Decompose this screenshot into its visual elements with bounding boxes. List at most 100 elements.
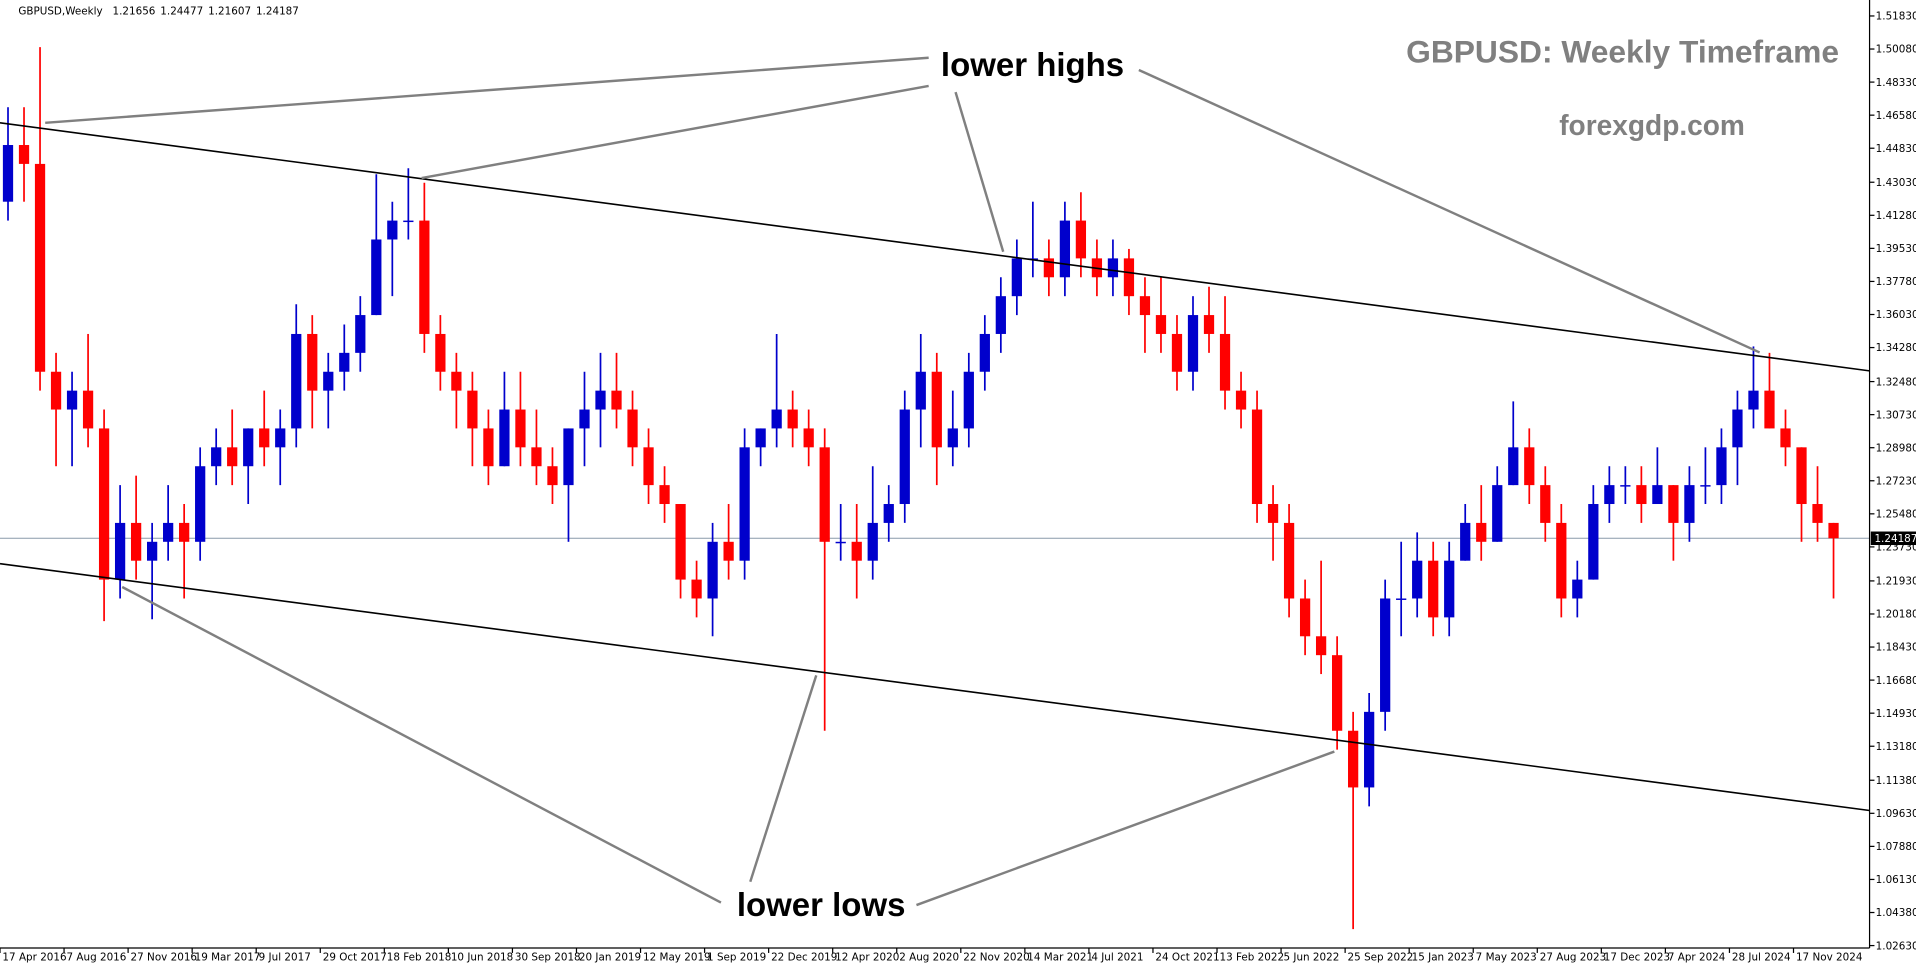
y-tick-label: 1.32480	[1876, 376, 1916, 388]
candle-body	[163, 522, 174, 542]
candle-body	[1668, 485, 1679, 523]
candle-body	[803, 428, 814, 448]
candle-body	[1444, 560, 1455, 618]
candle-body	[1636, 485, 1647, 505]
candle-body	[675, 504, 686, 580]
candle-body	[355, 315, 366, 353]
candle-body	[1508, 447, 1519, 486]
y-tick-label: 1.09630	[1876, 808, 1916, 820]
candle-body	[1604, 485, 1615, 505]
x-tick-label: 17 Dec 2023	[1604, 951, 1670, 963]
candle-body	[243, 428, 254, 467]
y-tick-label: 1.06130	[1876, 874, 1916, 886]
candle-body	[1315, 636, 1327, 656]
candle-body	[1011, 258, 1022, 297]
candle-body	[899, 409, 910, 505]
ohlc-value: 1.21656	[112, 6, 155, 18]
candle-body	[147, 541, 158, 561]
candle-body	[547, 466, 558, 486]
candle-body	[227, 447, 238, 467]
ohlc-value: 1.24477	[160, 6, 203, 18]
y-tick-label: 1.02630	[1876, 940, 1916, 952]
candle-body	[739, 447, 750, 561]
candle-body	[563, 428, 574, 486]
candle-body	[915, 371, 926, 410]
candle-body	[1828, 522, 1839, 539]
annotation-arrow	[954, 91, 1005, 253]
symbol-info: GBPUSD,Weekly 1.21656 1.24477 1.21607 1.2418…	[18, 6, 299, 18]
candle-body	[931, 371, 942, 448]
candle-body	[963, 371, 974, 429]
candle-body	[1251, 409, 1263, 505]
candle-body	[771, 409, 782, 429]
current-price-box	[1870, 531, 1916, 546]
candle-body	[1524, 447, 1535, 486]
y-tick-label: 1.41280	[1876, 210, 1916, 222]
candle-body	[211, 447, 222, 467]
y-tick-label: 1.44830	[1876, 143, 1916, 155]
candle-body	[691, 579, 702, 599]
candle-body	[291, 333, 302, 429]
candle-body	[1380, 598, 1391, 712]
annotation-arrow	[421, 84, 929, 180]
candle-body	[1540, 485, 1551, 523]
x-tick-label: 19 Mar 2017	[195, 951, 261, 963]
x-tick-label: 1 Sep 2019	[707, 951, 766, 963]
candle-body	[1428, 560, 1439, 618]
y-tick-label: 1.28980	[1876, 442, 1916, 454]
candle-body	[307, 333, 318, 391]
candle-body	[579, 409, 590, 429]
candle-body	[819, 447, 830, 542]
y-tick-label: 1.25480	[1876, 508, 1916, 520]
candle-body	[1075, 220, 1087, 259]
candle-body	[339, 352, 350, 372]
candle-body	[1460, 522, 1471, 561]
candle-body	[403, 220, 414, 223]
candle-body	[82, 390, 94, 429]
y-tick-label: 1.16680	[1876, 675, 1916, 687]
candle-body	[179, 522, 190, 542]
candle-body	[1588, 504, 1599, 580]
candle-body	[595, 390, 606, 410]
y-tick-label: 1.43030	[1876, 177, 1916, 189]
candle-body	[1043, 258, 1055, 278]
candle-body	[979, 333, 990, 372]
y-tick-label: 1.04380	[1876, 907, 1916, 919]
candle-body	[18, 145, 30, 164]
candle-body	[371, 239, 382, 316]
candle-body	[50, 371, 62, 410]
x-tick-label: 22 Dec 2019	[771, 951, 837, 963]
ohlc-value: 1.21607	[208, 6, 251, 18]
candle-body	[387, 220, 398, 240]
candle-body	[275, 428, 286, 448]
candle-body	[2, 145, 14, 202]
candle-body	[1700, 485, 1711, 487]
plot-area	[0, 47, 1870, 930]
x-tick-label: 25 Sep 2022	[1348, 951, 1414, 963]
y-tick-label: 1.14930	[1876, 708, 1916, 720]
candle-body	[323, 371, 334, 391]
y-tick-label: 1.11380	[1876, 775, 1916, 787]
candle-body	[195, 466, 206, 542]
x-tick-label: 22 Nov 2020	[963, 951, 1029, 963]
candle-body	[1155, 315, 1167, 334]
candle-body	[755, 428, 766, 448]
x-tick-label: 17 Apr 2016	[2, 951, 66, 963]
x-tick-label: 2 Aug 2020	[899, 951, 959, 963]
upper-trendline	[0, 122, 1870, 372]
candle-body	[1348, 730, 1359, 788]
x-tick-label: 9 Jul 2017	[259, 951, 311, 963]
annotation-arrow	[1138, 68, 1761, 354]
x-tick-label: 27 Nov 2016	[131, 951, 197, 963]
annotation-arrow	[45, 56, 929, 125]
symbol: GBPUSD,Weekly	[18, 6, 102, 18]
candle-body	[1331, 655, 1343, 731]
chart-title: GBPUSD: Weekly Timeframe	[1406, 34, 1839, 70]
y-tick-label: 1.13180	[1876, 741, 1916, 753]
y-tick-label: 1.46580	[1876, 110, 1916, 122]
candle-body	[1492, 485, 1503, 542]
candle-body	[259, 428, 270, 448]
candle-body	[1283, 522, 1295, 599]
candle-body	[1107, 258, 1119, 278]
annotation-arrow	[749, 675, 818, 883]
